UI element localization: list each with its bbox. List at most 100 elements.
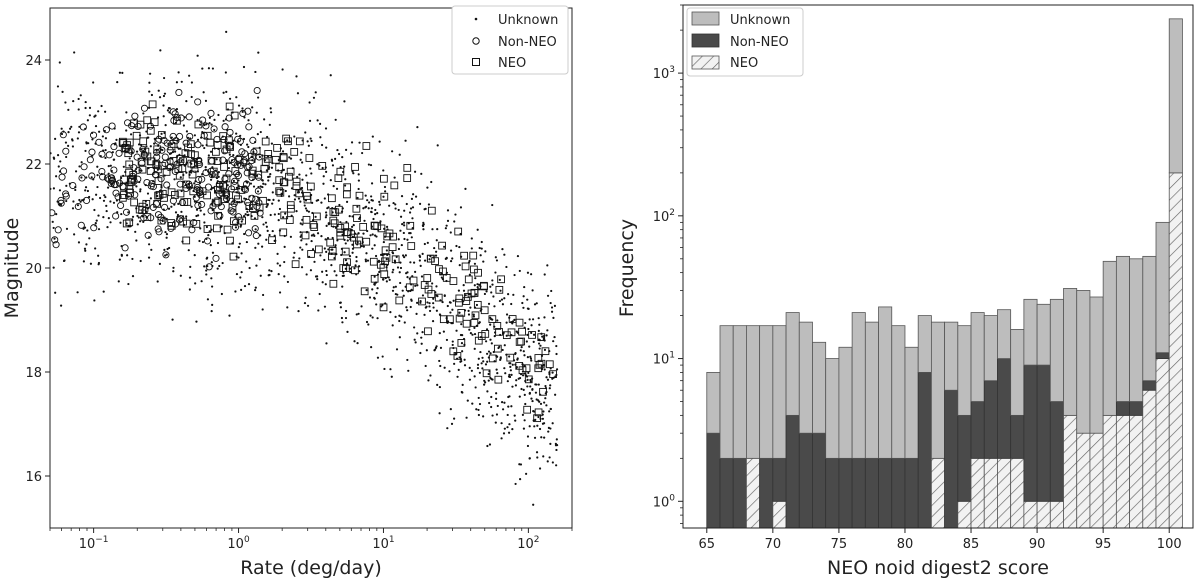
unknown-point [298, 173, 301, 176]
unknown-point [235, 132, 238, 135]
unknown-point [305, 209, 309, 212]
unknown-point [308, 119, 312, 122]
unknown-point [180, 80, 183, 83]
unknown-point [168, 246, 171, 250]
non-neo-point [175, 88, 183, 96]
unknown-point [314, 215, 317, 218]
unknown-point [343, 100, 346, 103]
unknown-point [404, 254, 407, 257]
histogram-xtick-label: 65 [699, 537, 716, 552]
unknown-point [180, 210, 183, 213]
unknown-point [232, 179, 236, 182]
non-neo-point [139, 145, 147, 153]
unknown-point [203, 221, 206, 224]
unknown-point [272, 182, 275, 185]
unknown-point [376, 317, 379, 320]
unknown-point [439, 346, 443, 349]
unknown-point [409, 232, 412, 235]
unknown-point [468, 378, 472, 381]
unknown-point [203, 123, 206, 127]
unknown-point [526, 298, 529, 301]
unknown-point [196, 54, 199, 57]
unknown-point [88, 237, 91, 240]
neo-point [230, 111, 239, 120]
unknown-point [52, 187, 56, 190]
scatter-xtick-label: 102 [517, 535, 539, 552]
unknown-point [510, 302, 513, 306]
unknown-point [513, 414, 516, 417]
neo-point [328, 194, 336, 203]
unknown-point [399, 281, 402, 285]
neo-point [309, 220, 318, 229]
neo-point [228, 203, 237, 212]
unknown-point [357, 179, 360, 182]
unknown-point [189, 265, 192, 268]
unknown-point [545, 376, 548, 379]
unknown-point [316, 275, 319, 278]
neo-point [497, 275, 505, 284]
unknown-point [303, 301, 307, 305]
histogram-ytick-label-base: 10 [653, 67, 670, 82]
unknown-point [383, 235, 387, 238]
neo-point [390, 181, 399, 190]
unknown-point [344, 259, 348, 262]
unknown-point [406, 309, 409, 312]
unknown-point [137, 216, 140, 219]
neo-point [143, 116, 152, 125]
unknown-point [385, 280, 388, 283]
unknown-point [115, 138, 118, 141]
neo-point [488, 315, 497, 323]
unknown-point [458, 356, 461, 359]
unknown-point [503, 367, 506, 370]
unknown-point [196, 138, 200, 141]
unknown-point [350, 141, 354, 144]
unknown-point [406, 276, 409, 279]
unknown-point [227, 166, 231, 170]
unknown-point [212, 186, 215, 189]
unknown-point [551, 377, 554, 380]
unknown-point [420, 275, 424, 278]
unknown-point [237, 246, 240, 249]
unknown-point [343, 251, 346, 254]
unknown-point [59, 304, 63, 307]
unknown-point [554, 393, 557, 396]
non-neo-point [198, 200, 206, 209]
unknown-point [269, 111, 273, 114]
neo-point [341, 247, 350, 256]
non-neo-bar [1049, 401, 1064, 502]
unknown-point [334, 244, 337, 247]
unknown-point [505, 321, 508, 324]
unknown-point [402, 231, 405, 235]
unknown-point [72, 100, 75, 103]
non-neo-point [210, 125, 218, 133]
unknown-point [486, 352, 489, 355]
non-neo-point [98, 150, 106, 158]
unknown-point [355, 260, 358, 263]
neo-point [154, 177, 163, 185]
unknown-point [210, 123, 213, 126]
unknown-point [278, 291, 282, 294]
neo-point [329, 279, 338, 288]
non-neo-bar [798, 432, 813, 529]
unknown-point [400, 195, 404, 198]
unknown-point [148, 90, 151, 93]
neo-point [302, 215, 311, 224]
unknown-point [139, 188, 142, 191]
non-neo-point [86, 156, 94, 164]
unknown-point [65, 155, 68, 159]
unknown-point [523, 393, 526, 396]
neo-point [279, 178, 288, 187]
unknown-bar [719, 325, 734, 459]
neo-point [379, 303, 388, 312]
scatter-xtick-label-base: 10 [79, 537, 96, 552]
neo-point [147, 157, 156, 166]
histogram-xtick-label: 85 [963, 537, 980, 552]
neo-point [125, 160, 134, 169]
unknown-point [373, 296, 376, 299]
neo-point [469, 251, 478, 260]
neo-point [353, 214, 361, 222]
unknown-bar [930, 321, 946, 459]
unknown-point [220, 292, 223, 296]
unknown-point [468, 273, 471, 276]
neo-point [279, 228, 288, 237]
